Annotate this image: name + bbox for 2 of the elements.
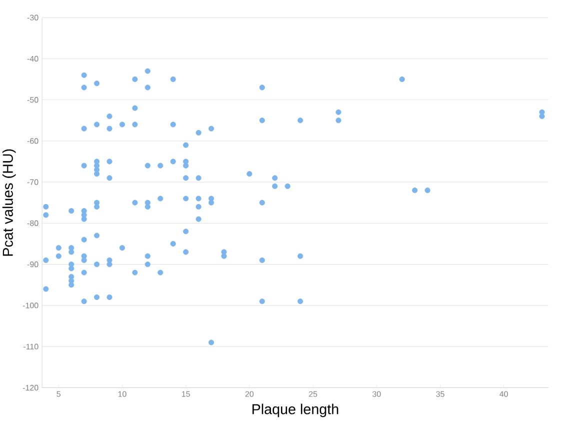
- x-axis-title: Plaque length: [252, 404, 338, 418]
- y-axis-title: Pcat values (HU): [2, 149, 16, 256]
